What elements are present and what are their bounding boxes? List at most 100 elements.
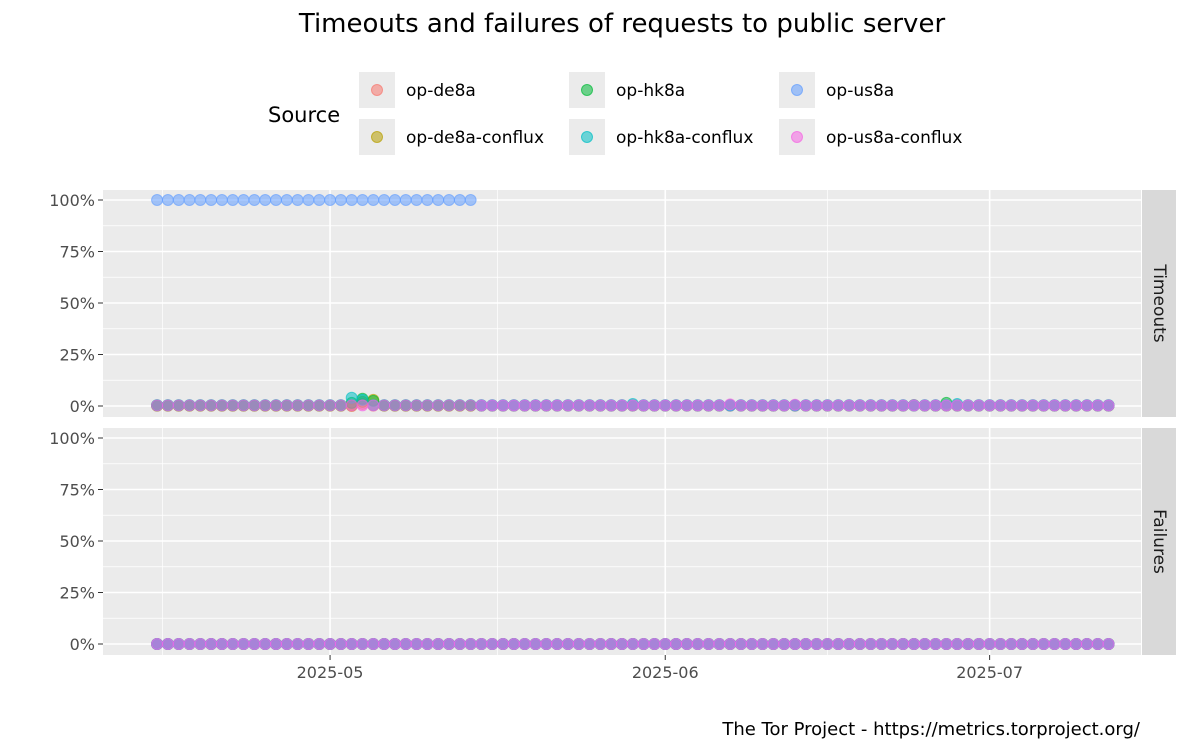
data-point [410, 638, 423, 650]
data-point [940, 638, 953, 650]
data-point [226, 638, 239, 650]
data-point [378, 399, 391, 412]
data-point [270, 399, 282, 412]
data-point [356, 399, 369, 412]
data-point [151, 194, 164, 206]
data-point [215, 194, 228, 206]
data-point [388, 194, 401, 206]
data-point [810, 638, 823, 650]
y-tick-label: 75% [59, 481, 95, 500]
data-point [864, 399, 877, 412]
data-point [605, 638, 618, 650]
data-point [702, 638, 715, 650]
y-tick-label: 100% [49, 429, 95, 448]
data-point [778, 638, 791, 650]
data-point [334, 638, 347, 650]
data-point [1080, 399, 1093, 412]
data-point [226, 194, 239, 206]
data-point [151, 399, 164, 412]
x-tick-label: 2025-07 [956, 663, 1023, 682]
data-point [572, 399, 585, 412]
data-point [410, 399, 423, 412]
data-point [161, 194, 174, 206]
data-point [897, 638, 910, 650]
legend-item: op-de8a [359, 72, 476, 108]
data-point [388, 399, 401, 412]
data-point [205, 194, 218, 206]
data-point [561, 638, 574, 650]
data-point [443, 194, 455, 206]
data-point [1080, 638, 1093, 650]
data-point [767, 399, 780, 412]
data-point [205, 399, 218, 412]
data-point [497, 638, 510, 650]
data-point [259, 638, 272, 650]
data-point [421, 399, 434, 412]
data-point [507, 399, 520, 412]
chart-title: Timeouts and failures of requests to pub… [298, 9, 946, 39]
data-point [864, 638, 877, 650]
data-point [713, 638, 726, 650]
data-point [334, 194, 347, 206]
data-point [215, 399, 228, 412]
data-point [767, 638, 780, 650]
data-point [172, 399, 185, 412]
data-point [691, 638, 704, 650]
data-point [378, 194, 391, 206]
data-point [821, 638, 834, 650]
data-point [529, 399, 542, 412]
data-point [745, 638, 758, 650]
data-point [205, 638, 218, 650]
data-point [356, 194, 369, 206]
data-point [432, 399, 445, 412]
data-point [302, 399, 315, 412]
data-point [670, 399, 683, 412]
data-point [594, 638, 607, 650]
legend-item: op-us8a [779, 72, 894, 108]
caption: The Tor Project - https://metrics.torpro… [721, 719, 1141, 740]
data-point [367, 638, 380, 650]
y-tick-label: 0% [70, 635, 95, 654]
data-point [713, 399, 726, 412]
data-point [637, 638, 650, 650]
data-point [248, 638, 261, 650]
data-point [1005, 399, 1018, 412]
data-point [302, 194, 315, 206]
data-point [659, 638, 672, 650]
data-point [367, 399, 380, 412]
data-point [443, 399, 455, 412]
legend-label: op-hk8a-conflux [616, 128, 753, 148]
data-point [940, 399, 953, 412]
legend-label: op-de8a-conflux [406, 128, 544, 148]
data-point [313, 399, 326, 412]
data-point [1005, 638, 1018, 650]
data-point [691, 399, 704, 412]
points-timeouts [151, 194, 1115, 412]
data-point [551, 638, 564, 650]
data-point [291, 399, 304, 412]
data-point [453, 399, 466, 412]
data-point [237, 194, 250, 206]
data-point [1026, 399, 1039, 412]
data-point [302, 638, 315, 650]
data-point [237, 638, 250, 650]
data-point [983, 638, 996, 650]
legend-label: op-de8a [406, 81, 476, 101]
data-point [345, 638, 358, 650]
data-point [388, 638, 401, 650]
legend-items: op-de8a op-de8a-conflux op-hk8a op-hk8a-con… [359, 72, 962, 155]
data-point [378, 638, 391, 650]
data-point [313, 638, 326, 650]
data-point [1091, 638, 1104, 650]
data-point [399, 399, 412, 412]
data-point [1048, 638, 1061, 650]
data-point [1059, 399, 1072, 412]
data-point [843, 638, 856, 650]
data-point [324, 194, 337, 206]
data-point [1070, 399, 1083, 412]
data-point [972, 399, 985, 412]
data-point [853, 399, 866, 412]
legend-label: op-us8a-conflux [826, 128, 962, 148]
data-point [637, 399, 650, 412]
data-point [648, 399, 661, 412]
